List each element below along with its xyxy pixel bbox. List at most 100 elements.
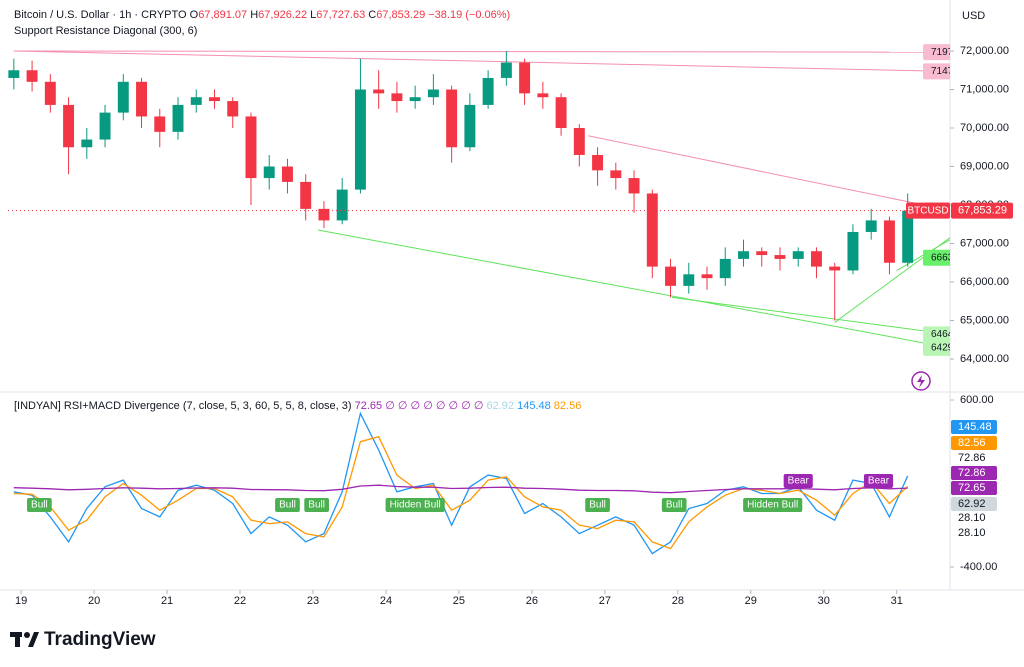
symbol-label: BTCUSD (907, 205, 948, 216)
candle-body (829, 266, 841, 271)
indicator-value: 82.56 (554, 400, 582, 412)
candle-body (26, 70, 38, 82)
price-box (951, 202, 1013, 219)
candle-body (136, 81, 148, 117)
candle-body (537, 93, 549, 98)
candle-body (847, 231, 859, 271)
level-box (923, 63, 950, 80)
signal-box (385, 498, 445, 512)
value-box (951, 481, 997, 495)
candle-body (300, 181, 312, 209)
brand-logo (10, 632, 39, 647)
signal-label: Hidden Bull (747, 500, 798, 511)
x-tick-label: 23 (307, 595, 319, 607)
currency: USD (962, 10, 985, 22)
candle-body (883, 220, 895, 263)
value-label: 62.92 (958, 498, 986, 510)
candle-body (519, 62, 531, 94)
candle-body (209, 97, 220, 102)
candle-body (792, 251, 804, 259)
candle-body (99, 112, 111, 140)
candle-body (8, 70, 20, 78)
x-tick-label: 26 (526, 595, 538, 607)
indicator-value: ∅ (398, 400, 408, 412)
ohlc-key: C (368, 9, 376, 21)
x-tick-label: 24 (380, 595, 392, 607)
change: −38.19 (−0.06%) (428, 9, 510, 21)
signal-label: Hidden Bull (390, 500, 441, 511)
y-tick-label: 600.00 (960, 394, 994, 406)
level-box (923, 249, 950, 266)
value-box (951, 420, 997, 434)
candle-body (409, 97, 421, 102)
value-label: 28.10 (958, 527, 986, 539)
candle-body (646, 193, 658, 267)
candle-body (172, 104, 184, 132)
value-label: 82.56 (958, 437, 986, 449)
candle-body (500, 62, 512, 78)
x-tick-label: 22 (234, 595, 246, 607)
level-box (923, 44, 950, 61)
candle-body (227, 101, 239, 117)
candle-body (281, 166, 293, 182)
ohlc-key: H (250, 9, 258, 21)
x-tick-label: 19 (15, 595, 27, 607)
candle-body (774, 255, 786, 259)
indicator-value: ∅ (423, 400, 433, 412)
candle-body (391, 93, 403, 102)
candle-body (427, 89, 439, 98)
candle-body (373, 89, 385, 94)
candle-body (810, 251, 822, 267)
value-label: 28.10 (958, 512, 986, 524)
x-tick-label: 30 (818, 595, 830, 607)
candle-body (245, 116, 257, 179)
indicator-value: ∅ (474, 400, 484, 412)
indicator-name: Support Resistance Diagonal (300, 6) (14, 25, 197, 37)
candle-body (592, 154, 604, 171)
candle-body (44, 81, 56, 105)
trendline (587, 135, 950, 211)
y-tick-label: 69,000.00 (960, 160, 1009, 172)
candle-body (573, 128, 585, 155)
brand-name: TradingView (44, 629, 156, 650)
x-tick-label: 27 (599, 595, 611, 607)
indicator-value: 72.65 (355, 400, 383, 412)
signal-label: Bear (788, 476, 810, 487)
candle-body (354, 89, 366, 190)
level-label: 6429 (931, 342, 954, 353)
value-label: 145.48 (958, 421, 992, 433)
indicator-legend: [INDYAN] RSI+MACD Divergence (7, close, … (14, 400, 581, 412)
y-tick-label: 71,000.00 (960, 83, 1009, 95)
x-tick-label: 25 (453, 595, 465, 607)
value-box (951, 436, 997, 450)
x-tick-label: 28 (672, 595, 684, 607)
signal-label: Bull (589, 500, 606, 511)
indicator-value: ∅ (411, 400, 421, 412)
level-box (923, 339, 950, 356)
ohlc-value: 67,891.07 (198, 9, 247, 21)
signal-box (743, 498, 803, 512)
signal-label: Bull (279, 500, 296, 511)
signal-label: Bull (666, 500, 683, 511)
indicator-pane: Bull Bull Bull Hidden Bull Bull Bull Hidden Bu… (13, 411, 909, 555)
candle-body (446, 89, 458, 148)
x-tick-label: 31 (891, 595, 903, 607)
x-tick-label: 21 (161, 595, 173, 607)
x-tick-label: 29 (745, 595, 757, 607)
signal-box (585, 498, 610, 512)
indicator-value: ∅ (436, 400, 446, 412)
indicator-value: ∅ (461, 400, 471, 412)
ohlc-value: 67,727.63 (316, 9, 365, 21)
y-tick-label: -400.00 (960, 561, 997, 573)
y-tick-label: 67,000.00 (960, 237, 1009, 249)
candle-body (190, 97, 202, 105)
oscillator-line (13, 484, 908, 494)
level-label: 7147 (931, 66, 954, 77)
candle-body (701, 274, 713, 279)
y-tick-label: 72,000.00 (960, 45, 1009, 57)
price-label: 67,853.29 (958, 205, 1007, 217)
symbol-box (906, 202, 950, 219)
ohlc-value: 67,926.22 (258, 9, 307, 21)
price-pane: 719771476786666364646429 (8, 44, 954, 356)
